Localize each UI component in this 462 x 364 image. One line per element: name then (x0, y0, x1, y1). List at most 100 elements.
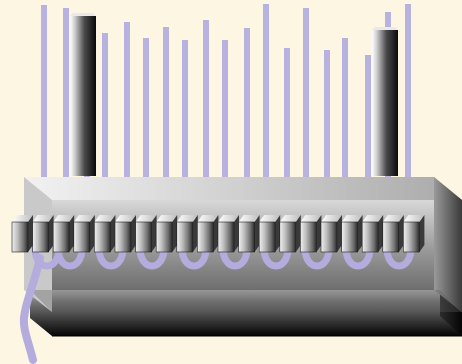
reed-blocks (11, 215, 425, 253)
reed-block-front (73, 221, 91, 253)
reed-block-side (275, 215, 281, 252)
reed-block (114, 215, 136, 253)
reed-block-front (238, 221, 255, 253)
reed-block (32, 215, 54, 253)
reed-block-top (32, 215, 54, 222)
warp-loop (178, 244, 210, 270)
reed-block-side (254, 215, 260, 252)
warp-loop (342, 244, 374, 270)
reed-block-front (176, 221, 194, 253)
reed-block-side (213, 215, 219, 252)
reed-block-top (53, 215, 75, 222)
reed-block-top (156, 215, 178, 222)
loose-warp-end (19, 254, 44, 364)
reed-block-side (151, 215, 157, 252)
warp-loop (301, 244, 333, 270)
reed-block-top (176, 215, 198, 222)
reed-block-front (94, 221, 111, 253)
reed-block-front (361, 221, 379, 253)
reed-block (52, 215, 75, 253)
reed-block-side (28, 215, 33, 252)
reed-block-side (378, 215, 384, 252)
reed-block-front (403, 221, 420, 253)
reed-block-front (197, 221, 214, 253)
reed-block-top (238, 215, 260, 222)
reed-block-side (192, 215, 198, 252)
reed-block-top (12, 215, 33, 222)
reed-block (73, 215, 95, 253)
reed-block-front (155, 221, 173, 253)
reed-block-side (131, 215, 136, 252)
shaft-bar (372, 30, 398, 176)
reed-block-front (341, 221, 358, 253)
reed-block-side (419, 215, 425, 252)
reed-block-front (279, 221, 297, 253)
reed-block-top (115, 215, 136, 222)
reed-block (155, 215, 178, 253)
reed-block (300, 215, 322, 253)
reed-block (176, 215, 198, 253)
warp-loop (219, 244, 251, 270)
reed-block (258, 215, 281, 253)
base-slab (30, 290, 462, 337)
reed-block-front (114, 221, 132, 253)
warp-loops (31, 244, 415, 270)
reed-block-front (11, 221, 29, 253)
reed-block-front (52, 221, 70, 253)
reed-block (341, 215, 363, 253)
reed-block (320, 215, 342, 253)
reed-block-side (357, 215, 363, 252)
shaft-bar (70, 16, 96, 176)
warp-loop (95, 244, 127, 270)
reed-block-top (73, 215, 95, 222)
reed-block (217, 215, 239, 253)
reed-block-top (197, 215, 219, 222)
reed-block-side (316, 215, 322, 252)
reed-block-top (341, 215, 363, 222)
reed-block-front (32, 221, 49, 253)
reed-block-side (234, 215, 239, 252)
reed-block-top (403, 215, 425, 222)
warp-loop (136, 244, 168, 270)
reed-block-front (382, 221, 400, 253)
reed-block (197, 215, 219, 253)
shaft-top (372, 27, 398, 30)
shafts (70, 13, 398, 176)
reed-block (94, 215, 116, 253)
reed-block-top (382, 215, 404, 222)
reed-block (403, 215, 425, 253)
reed-block-front (320, 221, 338, 253)
reed-block-side (89, 215, 95, 252)
reed-block-top (321, 215, 342, 222)
reed-block-side (295, 215, 301, 252)
reed-block-top (94, 215, 116, 222)
warp-loop (31, 244, 63, 270)
shaft-top (70, 13, 96, 16)
reed-block-side (337, 215, 342, 252)
reed-block (238, 215, 260, 253)
reed-block-top (259, 215, 281, 222)
reed-block (135, 215, 157, 253)
reed-block-top (362, 215, 384, 222)
reed-block (361, 215, 384, 253)
reed-block-side (48, 215, 54, 252)
reed-block (11, 215, 33, 253)
reed-block-top (279, 215, 301, 222)
reed-block-top (300, 215, 322, 222)
warp-loop (383, 244, 415, 270)
reed-block (382, 215, 404, 253)
reed-block-front (258, 221, 276, 253)
reed-block (279, 215, 301, 253)
reed-block-side (69, 215, 75, 252)
warp-loop (260, 244, 292, 270)
reed-block-front (135, 221, 152, 253)
reed-block-side (110, 215, 116, 252)
reed-block-top (218, 215, 239, 222)
reed-block-side (398, 215, 404, 252)
reed-block-front (217, 221, 235, 253)
reed-block-side (172, 215, 178, 252)
reed-block-front (300, 221, 317, 253)
reed-block-top (135, 215, 157, 222)
